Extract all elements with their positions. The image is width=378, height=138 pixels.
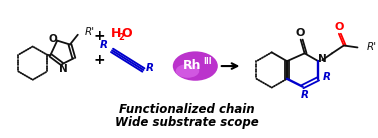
Text: 2: 2 (118, 33, 124, 42)
Text: R: R (323, 72, 331, 82)
Text: O: O (49, 34, 58, 44)
Text: +: + (93, 29, 105, 43)
Text: Rh: Rh (183, 59, 201, 72)
Text: R': R' (366, 43, 376, 52)
Text: III: III (203, 57, 212, 66)
Text: O: O (122, 27, 132, 40)
Text: Functionalized chain: Functionalized chain (119, 103, 254, 116)
Text: R: R (301, 90, 308, 100)
Ellipse shape (173, 51, 218, 81)
Text: R: R (100, 40, 108, 51)
Text: R: R (146, 63, 154, 73)
Text: Wide substrate scope: Wide substrate scope (115, 116, 259, 129)
Text: R': R' (85, 27, 95, 37)
Text: N: N (318, 54, 327, 64)
Text: O: O (296, 28, 305, 38)
Text: O: O (334, 22, 344, 32)
Text: H: H (111, 27, 121, 40)
Text: N: N (59, 64, 67, 74)
Ellipse shape (176, 64, 199, 78)
Text: +: + (93, 53, 105, 67)
